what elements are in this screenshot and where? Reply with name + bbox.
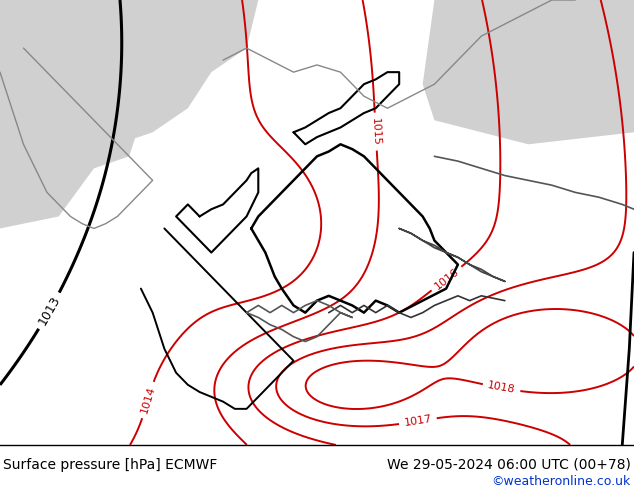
Text: ©weatheronline.co.uk: ©weatheronline.co.uk — [491, 475, 631, 488]
Text: 1013: 1013 — [36, 294, 63, 328]
Text: Surface pressure [hPa] ECMWF: Surface pressure [hPa] ECMWF — [3, 458, 217, 471]
Polygon shape — [423, 0, 634, 144]
Polygon shape — [0, 0, 258, 217]
Text: We 29-05-2024 06:00 UTC (00+78): We 29-05-2024 06:00 UTC (00+78) — [387, 458, 631, 471]
Text: 1015: 1015 — [370, 117, 382, 146]
Text: 1016: 1016 — [432, 266, 460, 291]
Polygon shape — [0, 0, 258, 228]
Text: 1017: 1017 — [403, 414, 432, 428]
Text: 1014: 1014 — [139, 385, 157, 415]
Text: 1018: 1018 — [487, 381, 516, 395]
